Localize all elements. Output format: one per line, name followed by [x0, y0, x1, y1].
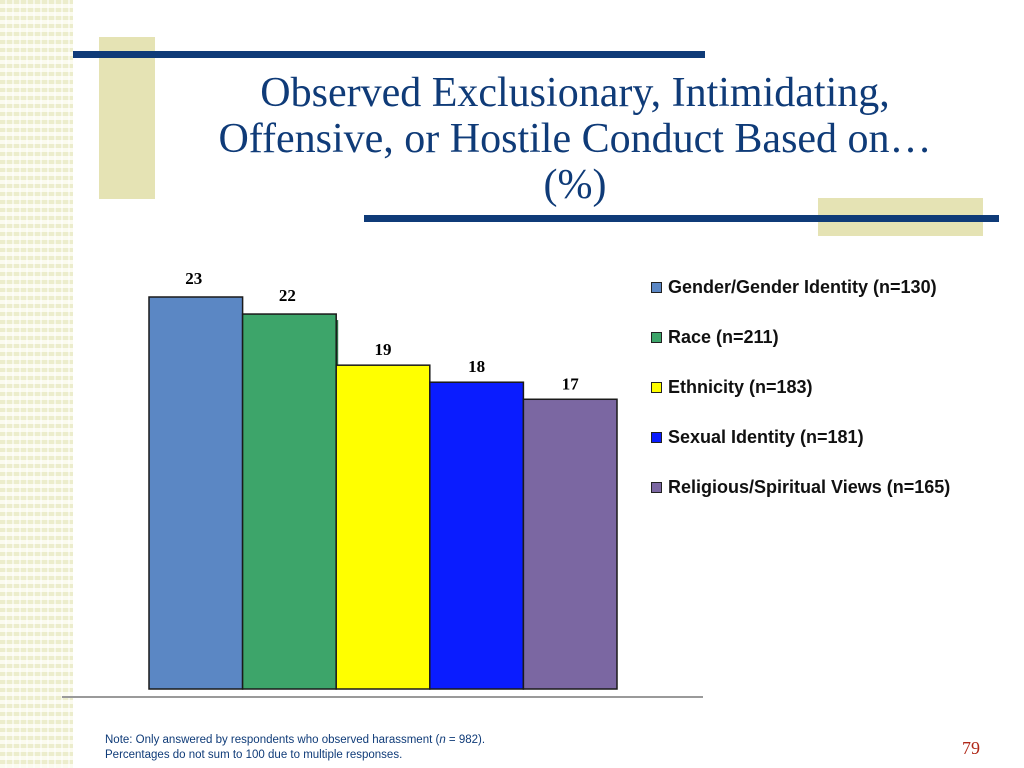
legend-swatch-0: [651, 282, 662, 293]
legend-item-2: Ethnicity (n=183): [651, 375, 1011, 400]
bar-2: [335, 364, 431, 690]
chart-legend: Gender/Gender Identity (n=130) Race (n=21…: [651, 275, 1011, 525]
bar-value-label-0: 23: [185, 269, 202, 288]
decorative-box-left: [99, 37, 155, 199]
decorative-line-bottom: [364, 215, 999, 222]
legend-swatch-1: [651, 332, 662, 343]
bar-value-label-1: 22: [279, 286, 296, 305]
legend-item-0: Gender/Gender Identity (n=130): [651, 275, 1011, 300]
footnote-n-symbol: n: [439, 734, 446, 746]
bar-value-label-3: 18: [468, 357, 485, 376]
footnote-suffix: = 982).: [445, 734, 486, 746]
footnote: Note: Only answered by respondents who o…: [105, 733, 625, 763]
page-number: 79: [962, 738, 980, 758]
bar-4: [522, 398, 618, 690]
slide-title: Observed Exclusionary, Intimidating, Off…: [218, 70, 932, 208]
bar-0: [148, 296, 244, 690]
bar-value-label-2: 19: [375, 340, 392, 359]
decorative-line-top: [73, 51, 705, 58]
legend-label-2: Ethnicity (n=183): [668, 377, 813, 397]
bar-3: [429, 381, 525, 690]
legend-item-4: Religious/Spiritual Views (n=165): [651, 475, 1011, 500]
legend-label-1: Race (n=211): [668, 327, 779, 347]
legend-swatch-2: [651, 382, 662, 393]
legend-label-0: Gender/Gender Identity (n=130): [668, 277, 937, 297]
legend-swatch-3: [651, 432, 662, 443]
legend-item-3: Sexual Identity (n=181): [651, 425, 1011, 450]
bar-value-label-4: 17: [562, 374, 580, 393]
decorative-stripe-panel: [0, 0, 73, 768]
legend-label-4: Religious/Spiritual Views (n=165): [668, 477, 951, 497]
legend-label-3: Sexual Identity (n=181): [668, 427, 864, 447]
footnote-line2: Percentages do not sum to 100 due to mul…: [105, 749, 403, 761]
footnote-prefix: Note: Only answered by respondents who o…: [105, 734, 440, 746]
bar-1: [241, 313, 337, 690]
legend-swatch-4: [651, 482, 662, 493]
legend-item-1: Race (n=211): [651, 325, 1011, 350]
